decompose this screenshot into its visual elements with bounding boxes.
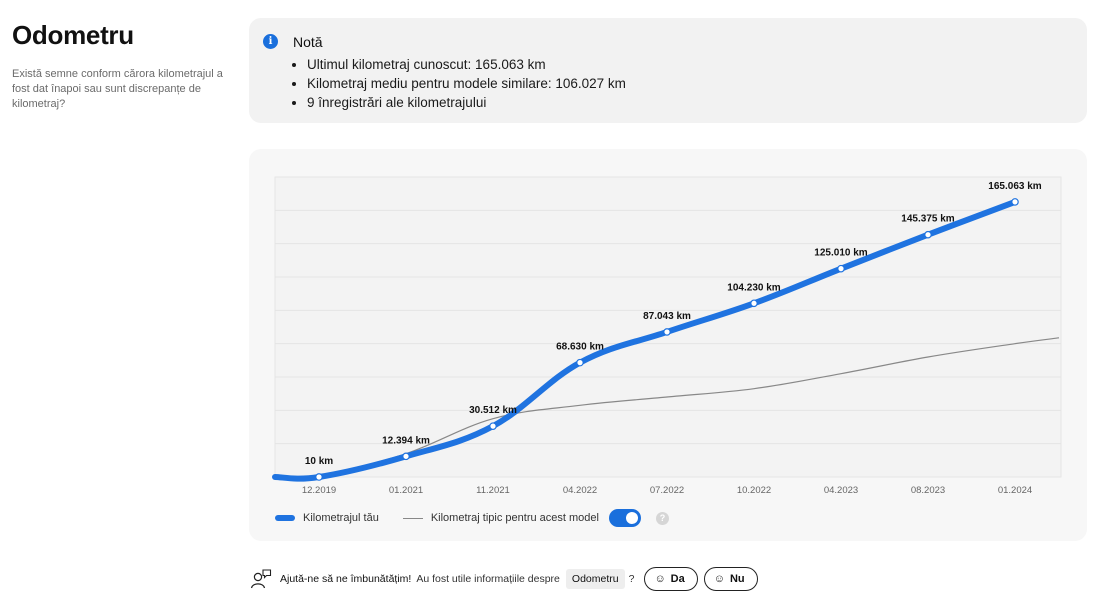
x-tick-label: 11.2021 bbox=[476, 485, 510, 496]
data-label: 10 km bbox=[305, 456, 333, 467]
data-label: 125.010 km bbox=[814, 248, 867, 259]
page-description: Există semne conform cărora kilometrajul… bbox=[12, 68, 223, 110]
x-tick-label: 08.2023 bbox=[911, 485, 945, 496]
feedback-prompt: Ajută-ne să ne îmbunătățim! bbox=[280, 573, 412, 585]
data-point bbox=[489, 422, 497, 430]
data-point bbox=[924, 230, 932, 239]
data-point bbox=[315, 473, 323, 481]
x-tick-label: 10.2022 bbox=[737, 485, 771, 496]
smiley-icon: ☺ bbox=[713, 573, 725, 585]
legend-swatch-your-mileage bbox=[275, 515, 295, 521]
data-label: 30.512 km bbox=[469, 405, 517, 416]
x-tick-label: 04.2023 bbox=[824, 485, 858, 496]
user-feedback-icon bbox=[250, 569, 272, 589]
data-label: 165.063 km bbox=[988, 181, 1041, 192]
data-point bbox=[576, 358, 584, 367]
legend-label-your-mileage: Kilometrajul tău bbox=[303, 512, 379, 524]
smiley-icon: ☺ bbox=[654, 573, 666, 585]
data-point bbox=[750, 299, 758, 308]
data-label: 68.630 km bbox=[556, 342, 604, 353]
feedback-question-mark: ? bbox=[628, 573, 635, 585]
data-point bbox=[837, 264, 845, 273]
legend-label-typical-mileage: Kilometraj tipic pentru acest model bbox=[430, 512, 599, 524]
feedback-topic-chip: Odometru bbox=[565, 569, 625, 589]
feedback-question: Au fost utile informațiile despre bbox=[416, 573, 560, 585]
yes-button-label: Da bbox=[670, 573, 685, 585]
data-point bbox=[402, 452, 410, 461]
note-list: Ultimul kilometraj cunoscut: 165.063 km … bbox=[307, 55, 626, 112]
yes-button[interactable]: ☺ Da bbox=[644, 567, 698, 591]
odometer-chart: 10 km 12.394 km 30.512 km 68.630 km 87.043 k… bbox=[272, 176, 1062, 496]
data-label: 145.375 km bbox=[901, 214, 954, 225]
chart-legend: Kilometrajul tău Kilometraj tipic pentru… bbox=[275, 508, 669, 528]
no-button[interactable]: ☺ Nu bbox=[703, 567, 758, 591]
x-tick-label: 01.2024 bbox=[998, 485, 1032, 496]
page-title: Odometru bbox=[12, 20, 134, 50]
plot-area bbox=[274, 176, 1062, 478]
note-title: Notă bbox=[293, 34, 323, 50]
no-button-label: Nu bbox=[729, 573, 745, 585]
note-box: i Notă Ultimul kilometraj cunoscut: 165.… bbox=[249, 18, 1087, 123]
x-tick-label: 01.2021 bbox=[389, 485, 423, 496]
data-point bbox=[1011, 198, 1019, 206]
data-label: 12.394 km bbox=[382, 435, 430, 446]
page-header: Odometru Există semne conform cărora kil… bbox=[12, 20, 227, 112]
typical-mileage-toggle[interactable] bbox=[608, 509, 641, 527]
note-item: 9 înregistrări ale kilometrajului bbox=[307, 93, 626, 112]
odometer-chart-card: 10 km 12.394 km 30.512 km 68.630 km 87.043 k… bbox=[249, 149, 1087, 541]
note-item: Ultimul kilometraj cunoscut: 165.063 km bbox=[307, 55, 626, 74]
data-label: 104.230 km bbox=[727, 282, 780, 293]
note-item: Kilometraj mediu pentru modele similare:… bbox=[307, 74, 626, 93]
x-tick-label: 04.2022 bbox=[563, 485, 597, 496]
legend-swatch-typical-mileage bbox=[402, 517, 423, 519]
x-tick-label: 07.2022 bbox=[650, 485, 684, 496]
data-label: 87.043 km bbox=[643, 311, 691, 322]
feedback-bar: Ajută-ne să ne îmbunătățim! Au fost util… bbox=[250, 566, 758, 592]
info-icon: i bbox=[263, 34, 278, 49]
x-tick-label: 12.2019 bbox=[302, 485, 336, 496]
toggle-knob bbox=[625, 512, 638, 524]
series-line-your-mileage bbox=[272, 198, 1018, 482]
question-icon[interactable]: ? bbox=[655, 511, 669, 525]
data-point bbox=[663, 328, 671, 336]
series-line-typical-mileage bbox=[318, 337, 1060, 478]
